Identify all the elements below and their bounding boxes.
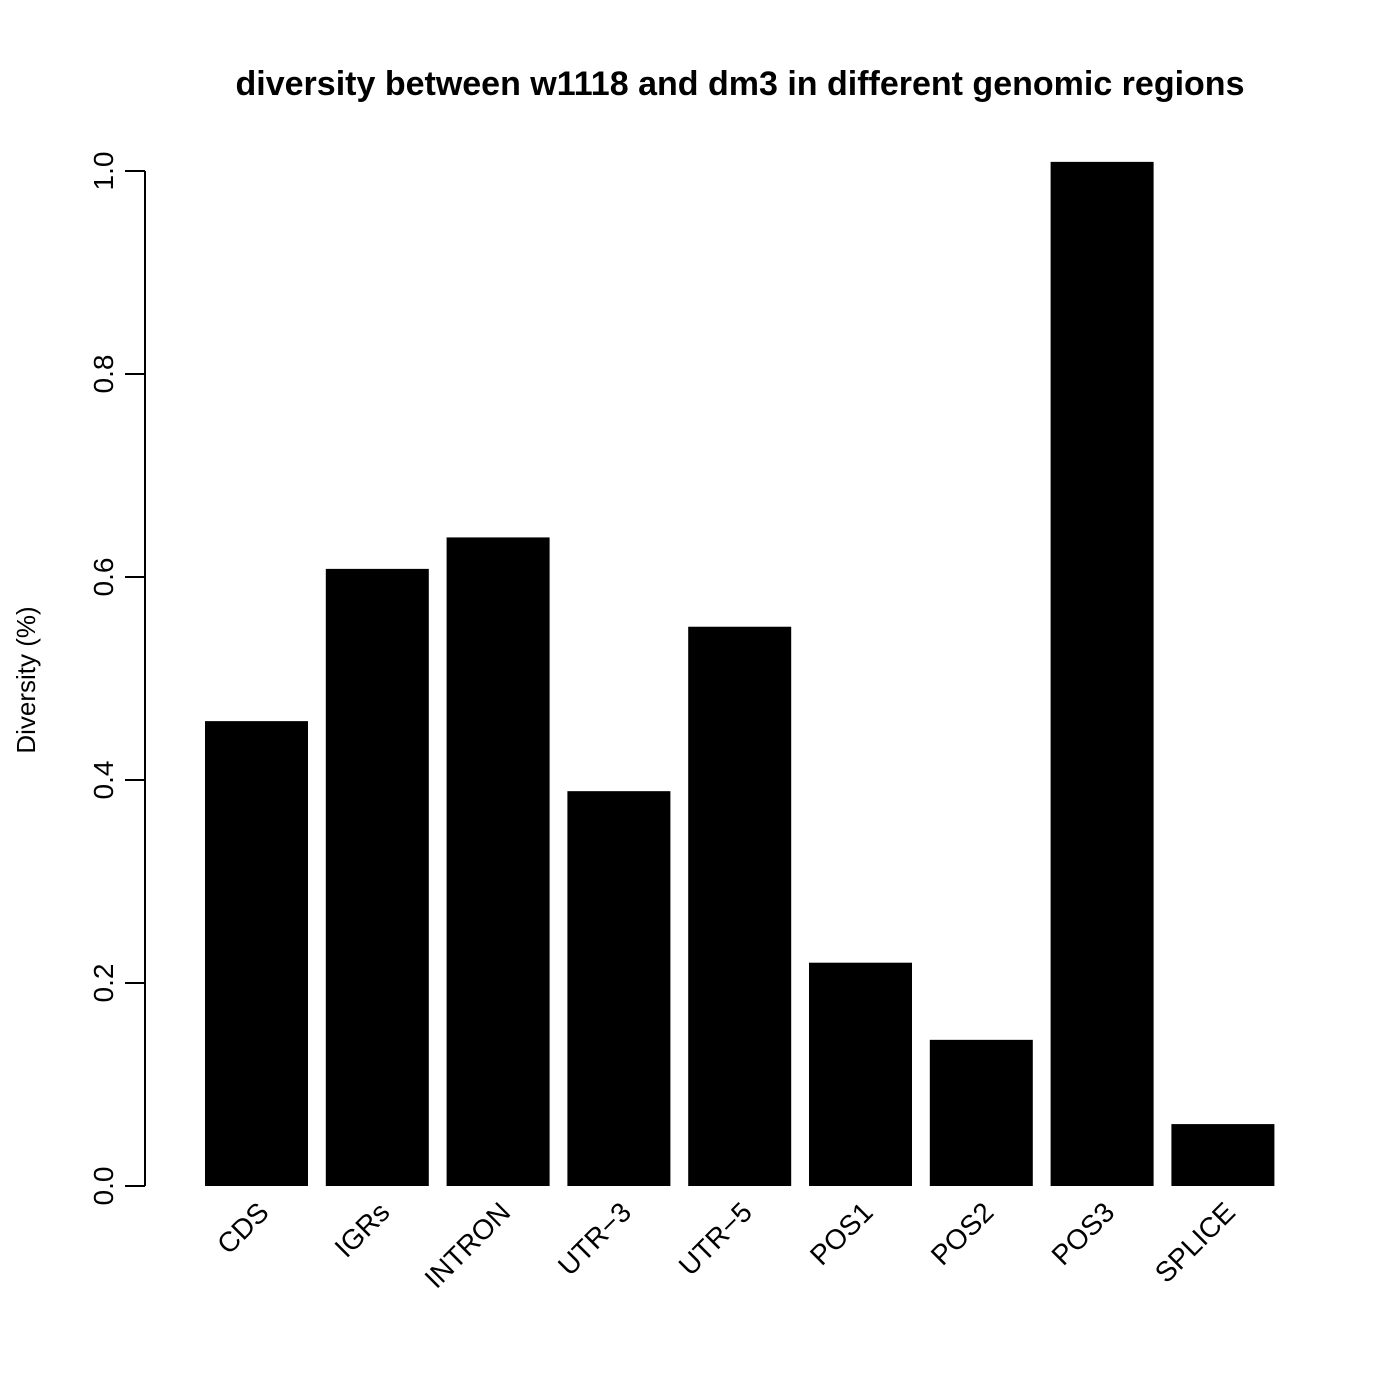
x-tick-label: POS1 xyxy=(804,1196,879,1271)
x-tick-label: CDS xyxy=(211,1196,275,1260)
x-tick-label: UTR−5 xyxy=(673,1196,758,1281)
bar-cds xyxy=(205,721,308,1186)
bar-igrs xyxy=(325,568,429,1186)
bar-utr-5 xyxy=(688,626,792,1186)
x-tick-label: POS3 xyxy=(1046,1196,1121,1271)
y-axis-label: Diversity (%) xyxy=(11,606,41,753)
x-tick-label: UTR−3 xyxy=(552,1196,637,1281)
bar-pos1 xyxy=(809,962,912,1186)
x-tick-labels: CDS IGRs INTRON UTR−3 UTR−5 POS1 POS2 POS3 SPLIC… xyxy=(211,1196,1241,1294)
x-tick-label: INTRON xyxy=(419,1196,517,1294)
y-axis: 0.0 0.2 0.4 0.6 0.8 1.0 xyxy=(88,152,146,1206)
bars-group xyxy=(205,161,1275,1187)
bar-pos3 xyxy=(1050,161,1154,1187)
y-tick-label: 0.4 xyxy=(88,761,119,800)
x-tick-label: POS2 xyxy=(925,1196,1000,1271)
bar-utr-3 xyxy=(567,791,671,1186)
bar-intron xyxy=(446,537,550,1186)
y-tick-label: 0.2 xyxy=(88,964,119,1003)
x-tick-label: SPLICE xyxy=(1149,1196,1241,1288)
chart-title: diversity between w1118 and dm3 in diffe… xyxy=(236,65,1245,103)
x-tick-label: IGRs xyxy=(329,1196,396,1263)
y-tick-label: 0.8 xyxy=(88,355,119,394)
y-tick-label: 0.0 xyxy=(88,1167,119,1206)
bar-splice xyxy=(1171,1124,1275,1186)
bar-pos2 xyxy=(929,1039,1033,1186)
y-tick-label: 1.0 xyxy=(88,152,119,191)
y-tick-label: 0.6 xyxy=(88,558,119,597)
